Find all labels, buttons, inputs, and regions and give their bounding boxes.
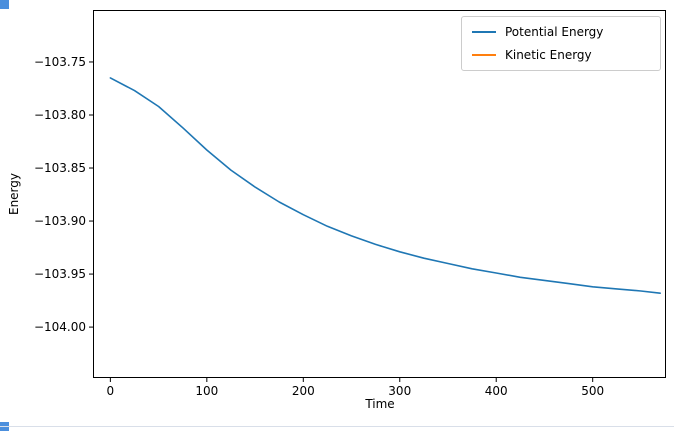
x-axis-label: Time xyxy=(365,397,395,411)
legend-label: Kinetic Energy xyxy=(505,48,592,62)
legend-item: Kinetic Energy xyxy=(472,48,650,62)
x-tick-label: 300 xyxy=(388,384,411,398)
x-tick-label: 200 xyxy=(292,384,315,398)
x-tick-label: 100 xyxy=(195,384,218,398)
selection-handle-top-left[interactable] xyxy=(0,0,9,9)
y-tick-label: −103.95 xyxy=(34,267,86,281)
axes-frame xyxy=(93,10,666,378)
bottom-border-line xyxy=(0,426,674,427)
legend-item: Potential Energy xyxy=(472,25,650,39)
x-tick-label: 500 xyxy=(581,384,604,398)
y-tick-label: −103.85 xyxy=(34,161,86,175)
y-tick-label: −103.90 xyxy=(34,214,86,228)
legend-label: Potential Energy xyxy=(505,25,604,39)
y-tick-label: −103.80 xyxy=(34,108,86,122)
legend-swatch xyxy=(472,54,496,56)
y-tick-label: −104.00 xyxy=(34,320,86,334)
y-axis-label: Energy xyxy=(7,172,21,216)
legend: Potential Energy Kinetic Energy xyxy=(461,16,661,71)
x-tick-label: 0 xyxy=(107,384,115,398)
y-tick-label: −103.75 xyxy=(34,55,86,69)
legend-swatch xyxy=(472,31,496,33)
line-potential-energy xyxy=(109,77,662,295)
x-tick-label: 400 xyxy=(485,384,508,398)
